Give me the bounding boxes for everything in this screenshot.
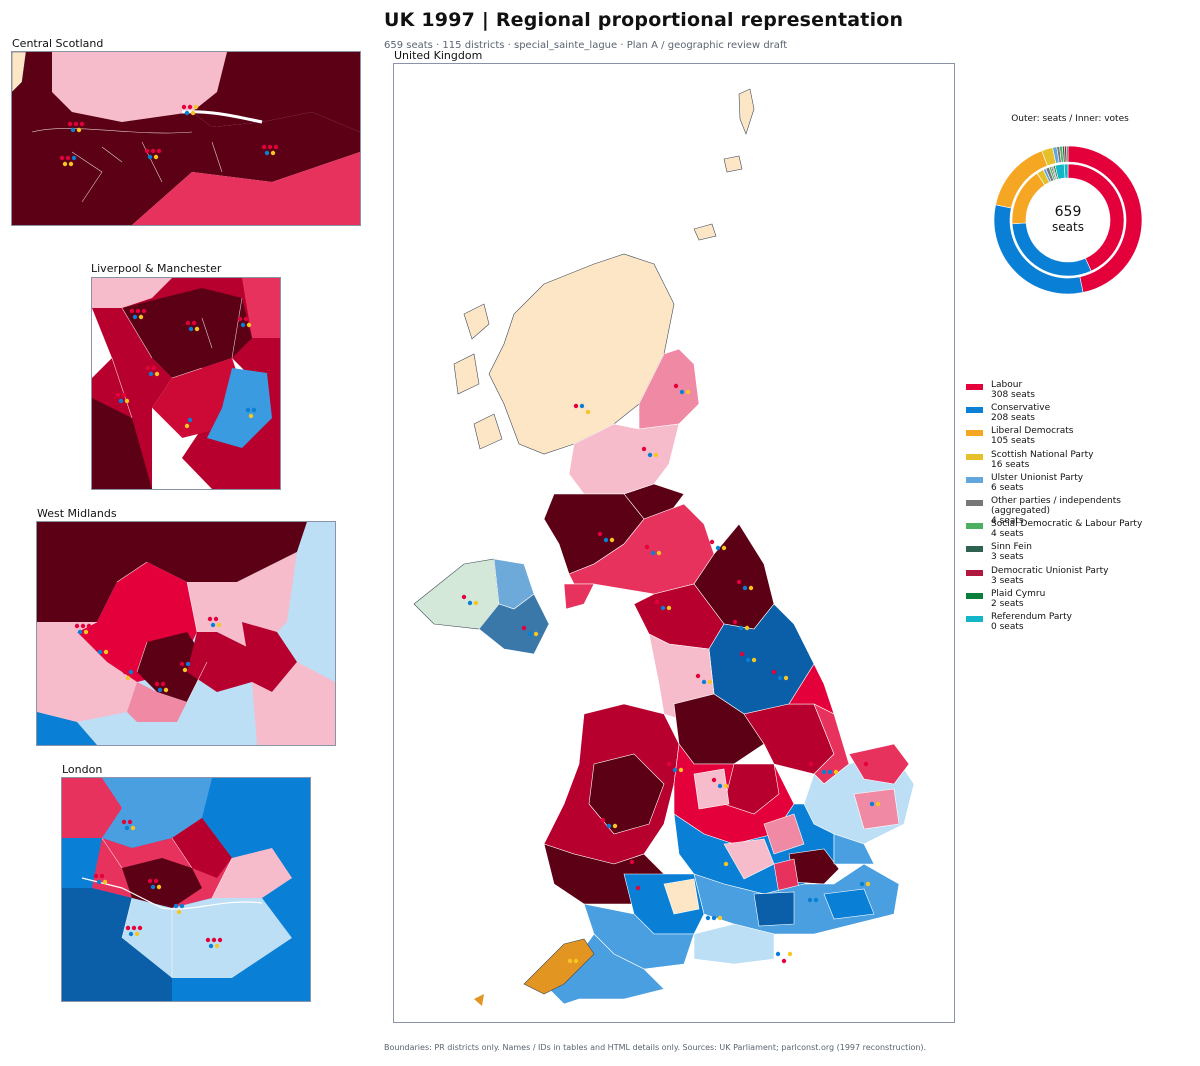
- legend-party-name: Referendum Party: [991, 611, 1072, 622]
- legend-party-seats: 308 seats: [991, 390, 1035, 400]
- inset-title-liverpool-manchester: Liverpool & Manchester: [91, 262, 222, 275]
- legend-party-seats: 2 seats: [991, 598, 1024, 609]
- legend-party-name: Plaid Cymru: [991, 588, 1046, 599]
- legend-item: Plaid Cymru 2 seats: [966, 589, 1166, 612]
- legend-swatch: [966, 430, 983, 437]
- legend-party-seats: 4 seats: [991, 529, 1024, 540]
- legend-party-seats: 4 seats: [991, 515, 1024, 526]
- legend-swatch: [966, 592, 983, 599]
- legend-item: Labour 308 seats: [966, 380, 1166, 403]
- inset-central-scotland[interactable]: [11, 51, 361, 226]
- donut-total-label: seats: [1052, 220, 1084, 234]
- legend-item: Sinn Fein 3 seats: [966, 542, 1166, 565]
- inset-west-midlands[interactable]: [36, 521, 336, 746]
- legend-party-name: Sinn Fein: [991, 542, 1032, 553]
- legend-party-name: Other parties / independents (aggregated…: [991, 495, 1121, 516]
- legend-item: Scottish National Party 16 seats: [966, 450, 1166, 473]
- legend-swatch: [966, 407, 983, 414]
- main-map-title: United Kingdom: [394, 49, 483, 62]
- page-subtitle: 659 seats · 115 districts · special_sain…: [384, 40, 788, 51]
- legend-swatch: [966, 499, 983, 506]
- legend-item: Ulster Unionist Party 6 seats: [966, 473, 1166, 496]
- legend-swatch: [966, 476, 983, 483]
- legend-swatch: [966, 384, 983, 390]
- donut-total-number: 659: [1055, 204, 1082, 220]
- legend-item: Conservative 208 seats: [966, 403, 1166, 426]
- legend-swatch: [966, 569, 983, 576]
- legend-item: Democratic Unionist Party 3 seats: [966, 566, 1166, 589]
- legend-party-seats: 0 seats: [991, 621, 1024, 632]
- donut-seat-slice: [1066, 145, 1069, 163]
- legend-party-seats: 3 seats: [991, 552, 1024, 563]
- legend-party-seats: 105 seats: [991, 436, 1035, 447]
- inset-title-london: London: [62, 763, 103, 776]
- legend-item: Referendum Party 0 seats: [966, 612, 1166, 635]
- page-title: UK 1997 | Regional proportional represen…: [384, 9, 904, 31]
- legend-item: Social Democratic & Labour Party 4 seats: [966, 519, 1166, 542]
- legend-party-seats: 6 seats: [991, 482, 1024, 493]
- inner-ring-votes: [1011, 163, 1125, 277]
- inset-title-west-midlands: West Midlands: [37, 507, 117, 520]
- seats-votes-donut: 659 seats: [990, 142, 1146, 298]
- legend-swatch: [966, 546, 983, 553]
- legend-party-name: Ulster Unionist Party: [991, 472, 1084, 483]
- legend-party-name: Conservative: [991, 403, 1051, 414]
- legend-item: Liberal Democrats 105 seats: [966, 426, 1166, 449]
- main-map-united-kingdom[interactable]: [393, 63, 955, 1023]
- legend-party-name: Scottish National Party: [991, 449, 1094, 460]
- legend-item: Other parties / independents (aggregated…: [966, 495, 1166, 526]
- legend-party-name: Social Democratic & Labour Party: [991, 519, 1143, 530]
- legend-party-seats: 3 seats: [991, 575, 1024, 586]
- legend-swatch: [966, 615, 983, 622]
- legend-party-seats: 16 seats: [991, 459, 1030, 470]
- legend-party-name: Democratic Unionist Party: [991, 565, 1109, 576]
- legend-party-name: Labour: [991, 380, 1023, 390]
- legend-swatch: [966, 523, 983, 530]
- donut-vote-slice: [1063, 163, 1069, 179]
- inset-liverpool-manchester[interactable]: [91, 277, 281, 490]
- legend: Labour 308 seats Conservative 208 seats Libe…: [966, 380, 1166, 635]
- inset-title-central-scotland: Central Scotland: [12, 37, 104, 50]
- donut-title: Outer: seats / Inner: votes: [1011, 114, 1129, 124]
- legend-swatch: [966, 453, 983, 460]
- footer-note: Boundaries: PR districts only. Names / I…: [384, 1043, 927, 1052]
- legend-party-name: Liberal Democrats: [991, 426, 1074, 437]
- outer-ring-seats: [993, 145, 1143, 295]
- legend-party-seats: 208 seats: [991, 413, 1035, 424]
- inset-london[interactable]: [61, 777, 311, 1002]
